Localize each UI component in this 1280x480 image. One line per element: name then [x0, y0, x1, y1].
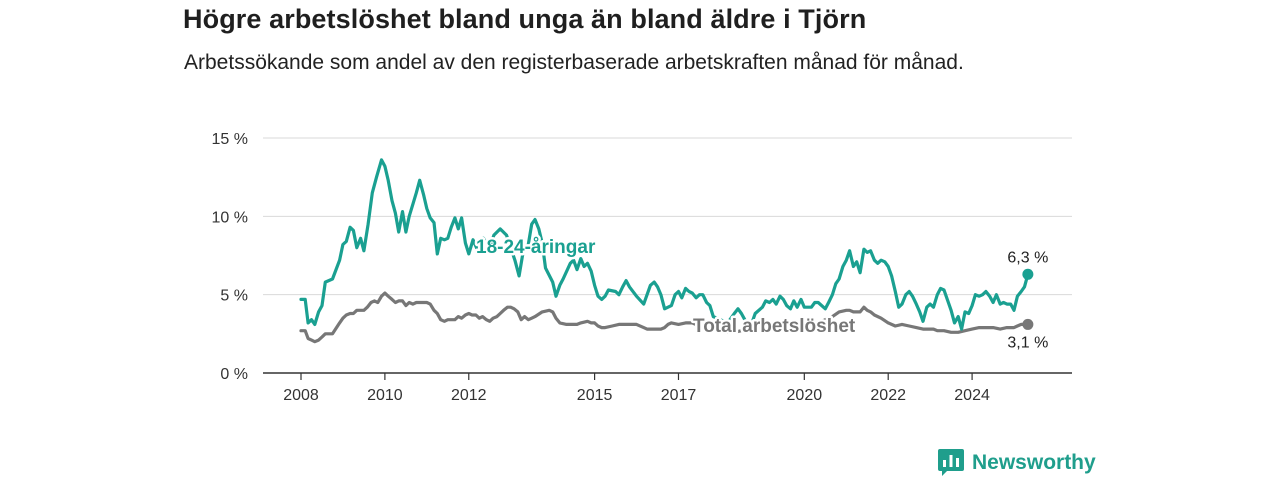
y-tick-label: 10 %	[212, 209, 248, 226]
series-lines	[299, 158, 1034, 344]
gridlines	[263, 137, 1072, 374]
y-tick-label: 0 %	[220, 366, 248, 383]
chart-subtitle: Arbetssökande som andel av den registerb…	[184, 51, 964, 74]
x-tick-label: 2017	[661, 387, 697, 404]
x-tick-label: 2008	[283, 387, 319, 404]
brand-name: Newsworthy	[972, 451, 1096, 474]
y-tick-label: 15 %	[212, 131, 248, 148]
x-axis-ticks: 2008 2010 2012 2015 2017 2020 2022 2024	[283, 373, 990, 404]
y-tick-label: 5 %	[220, 288, 248, 305]
end-point-youth	[1022, 268, 1034, 280]
series-label-youth: 18-24-åringar	[476, 237, 596, 258]
x-tick-label: 2024	[954, 387, 990, 404]
series-line-total	[299, 291, 1030, 344]
end-value-total: 3,1 %	[1007, 334, 1048, 351]
newsworthy-logo[interactable]: Newsworthy	[938, 449, 1096, 477]
x-tick-label: 2015	[577, 387, 613, 404]
series-label-total: Total arbetslöshet	[693, 316, 856, 337]
x-tick-label: 2010	[367, 387, 403, 404]
end-value-youth: 6,3 %	[1007, 249, 1048, 266]
chart-title: Högre arbetslöshet bland unga än bland ä…	[183, 4, 867, 34]
series-labels: 6,3 % 3,1 % 18-24-åringar Total arbetslöshe…	[474, 235, 1049, 352]
x-tick-label: 2020	[787, 387, 823, 404]
newsworthy-logo-icon	[938, 449, 964, 476]
series-line-youth	[299, 158, 1030, 331]
x-tick-label: 2022	[870, 387, 906, 404]
line-chart: 0 %5 %10 %15 % 2008 2010 2012 2015 2017 2020 2…	[212, 131, 1072, 404]
x-tick-label: 2012	[451, 387, 487, 404]
y-axis-ticks: 0 % 5 % 10 % 15 %	[212, 131, 248, 383]
end-point-total	[1022, 318, 1034, 330]
